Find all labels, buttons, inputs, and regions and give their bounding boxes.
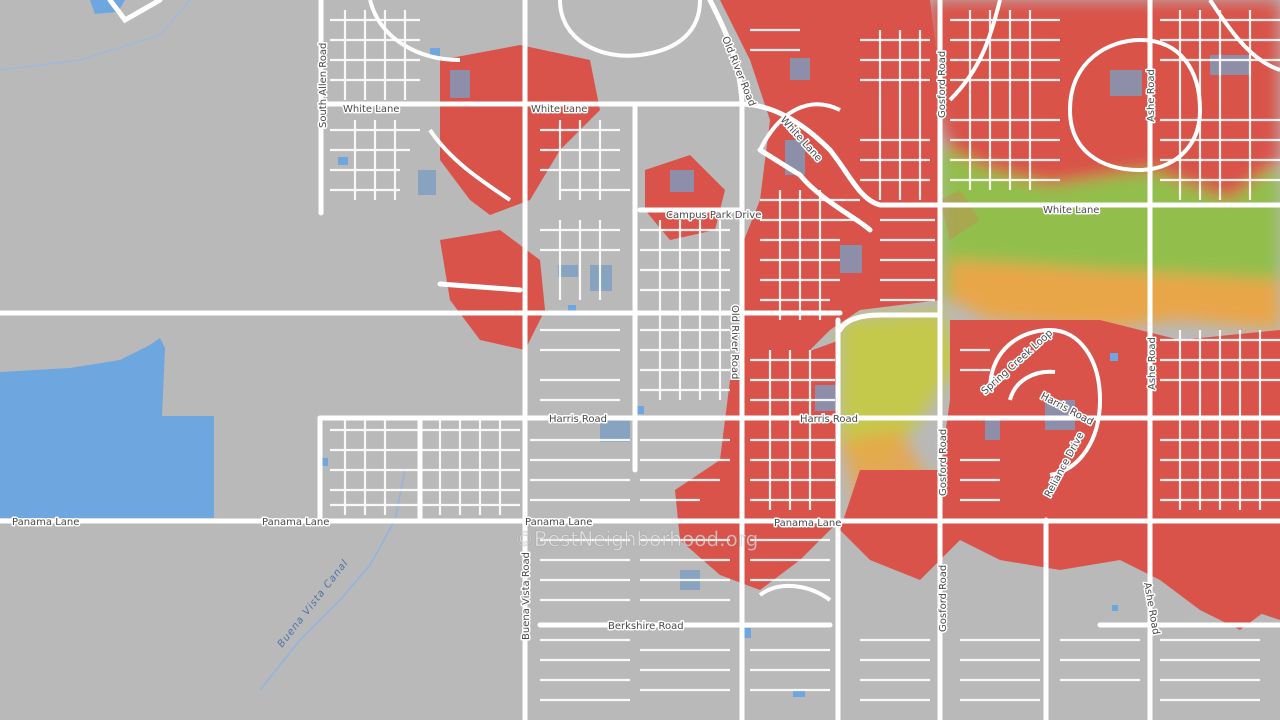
label-ashe-road-mid: Ashe Road [1147, 337, 1158, 390]
label-panama-lane-1: Panama Lane [12, 517, 79, 528]
local-streets [330, 10, 1280, 702]
label-campus-park-drive: Campus Park Drive [666, 210, 761, 221]
lake-water [0, 338, 214, 518]
label-white-lane-east: White Lane [1043, 205, 1099, 216]
label-white-lane-mid: White Lane [531, 104, 587, 115]
pond-dots [320, 48, 1118, 697]
label-old-river-road-south: Old River Road [729, 305, 740, 379]
road-x [437, 281, 523, 293]
label-panama-lane-4: Panama Lane [774, 518, 841, 529]
old-river-road-road [707, 0, 745, 720]
label-ashe-road-north: Ashe Road [1146, 69, 1157, 122]
subdivision-loops [368, 0, 1280, 602]
park-blocks [418, 55, 1250, 590]
label-panama-lane-3: Panama Lane [525, 517, 592, 528]
label-harris-road-west: Harris Road [549, 414, 607, 425]
watermark-text: ©BestNeighborhood.org [514, 527, 758, 551]
label-gosford-road-north: Gosford Road [937, 51, 948, 118]
canal-line [259, 469, 406, 691]
white-lane-road [317, 101, 1280, 208]
label-gosford-road-mid: Gosford Road [938, 429, 949, 496]
label-harris-road-mid: Harris Road [800, 414, 858, 425]
road-860 [837, 312, 943, 333]
road-120 [107, 0, 163, 24]
heat-red-zones [440, 0, 1280, 630]
label-berkshire-road: Berkshire Road [608, 621, 684, 632]
label-panama-lane-2: Panama Lane [262, 517, 329, 528]
road-canal-x [757, 147, 873, 233]
label-buena-vista-road: Buena Vista Road [521, 552, 532, 640]
creek-line [0, 0, 191, 71]
label-gosford-road-south: Gosford Road [938, 565, 949, 632]
label-south-allen-road: South Allen Road [318, 43, 329, 128]
label-white-lane-west: White Lane [343, 104, 399, 115]
